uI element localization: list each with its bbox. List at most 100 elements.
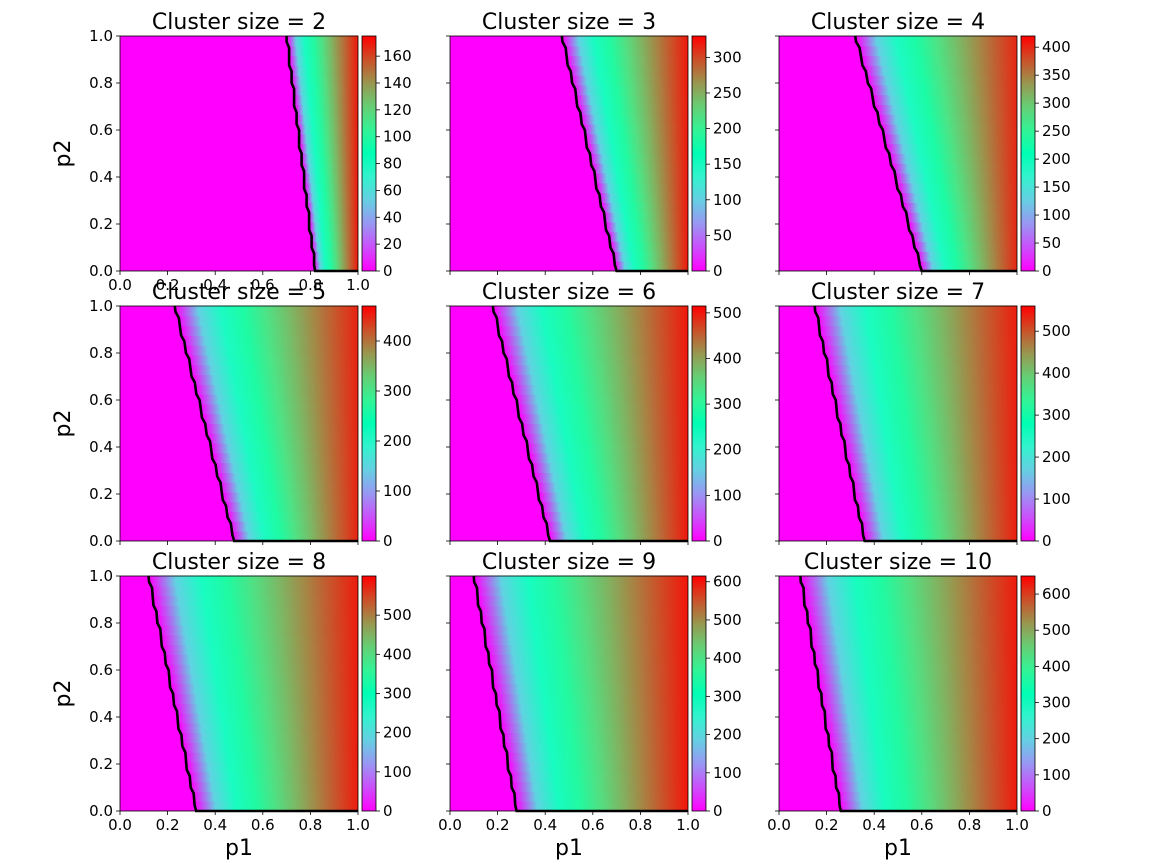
heatmap-strip xyxy=(295,104,358,115)
colorbar-tick-label: 300 xyxy=(713,48,742,66)
heatmap-strip xyxy=(894,172,1017,184)
x-tick-label: 0.0 xyxy=(108,816,132,834)
x-tick-label: 0.4 xyxy=(533,816,557,834)
heatmap-strip xyxy=(903,201,1017,213)
heatmap-strip xyxy=(290,64,358,76)
heatmap-strip xyxy=(192,790,358,802)
heatmap-strip xyxy=(162,644,358,655)
heatmap-strip xyxy=(837,790,1017,802)
heatmap-strip xyxy=(184,751,358,763)
colorbar xyxy=(1020,35,1036,272)
axes-frame xyxy=(778,575,1018,812)
heatmap-strip xyxy=(856,35,1017,47)
heatmap-strip xyxy=(499,712,688,724)
colorbar-tick-label: 100 xyxy=(713,764,742,782)
colorbar-tick-label: 100 xyxy=(1042,766,1071,784)
y-tick-label: 0.4 xyxy=(89,438,113,456)
heatmap-strip xyxy=(829,374,1017,385)
heatmap-strip xyxy=(509,771,688,783)
heatmap-strip xyxy=(306,201,358,213)
heatmap-strip xyxy=(562,35,688,47)
subplot-title: Cluster size = 4 xyxy=(811,10,985,35)
heatmap-strip xyxy=(515,800,688,812)
x-tick-label: 0.2 xyxy=(815,816,839,834)
boundary-line xyxy=(147,575,358,813)
heatmap-strip xyxy=(819,325,1017,336)
heatmap-strip xyxy=(304,182,358,194)
heatmap-strip xyxy=(817,315,1017,327)
heatmap-strip xyxy=(827,732,1017,743)
heatmap-strip xyxy=(583,123,688,135)
boundary-line xyxy=(799,575,1017,813)
colorbar-tick-label: 0 xyxy=(383,802,393,820)
heatmap-strip xyxy=(802,585,1017,597)
heatmap-strip xyxy=(844,442,1017,454)
heatmap-strip xyxy=(495,315,688,327)
heatmap-strip xyxy=(160,634,358,646)
subplot-cluster-3: Cluster size = 3 0 50 100 150 200 250 300 xyxy=(446,10,742,280)
heatmap-strip xyxy=(502,732,688,743)
heatmap-strip xyxy=(500,722,688,734)
colorbar-tick-label: 160 xyxy=(383,47,412,65)
heatmap-strip xyxy=(296,113,358,125)
boundary-line xyxy=(813,305,1017,543)
heatmap-strip xyxy=(488,653,688,665)
y-axis-label: p2 xyxy=(51,140,76,168)
heatmap-strip xyxy=(911,231,1017,243)
colorbar-tick-label: 300 xyxy=(713,395,742,413)
heatmap-strip xyxy=(529,452,688,464)
heatmap-strip xyxy=(166,663,358,675)
heatmap-strip xyxy=(821,334,1017,346)
heatmap-strip xyxy=(220,481,358,493)
colorbar-tick-label: 500 xyxy=(383,606,412,624)
heatmap-strip xyxy=(190,781,358,792)
heatmap-strip xyxy=(180,732,358,743)
x-tick-label: 0.4 xyxy=(862,816,886,834)
heatmap-strip xyxy=(815,663,1017,675)
subplot-title: Cluster size = 7 xyxy=(811,280,985,305)
heatmap-strip xyxy=(601,201,688,213)
heatmap-strip xyxy=(197,393,358,405)
heatmap-strip xyxy=(533,471,688,483)
axes-frame xyxy=(778,35,1018,272)
heatmap-strip xyxy=(614,260,688,272)
heatmap-strip xyxy=(474,575,688,587)
subplot-cluster-2: 0.00.0 0.2 0.2 0.4 0.4 0.6 0.6 0.8 0.8 1.0 1.0 Clus… xyxy=(51,10,412,294)
heatmap-strip xyxy=(492,673,688,685)
heatmap-strip xyxy=(202,413,358,424)
subplot-title: Cluster size = 6 xyxy=(482,280,656,305)
colorbar-tick-label: 150 xyxy=(1042,178,1071,196)
colorbar-tick-label: 400 xyxy=(713,649,742,667)
heatmap-strip xyxy=(309,221,358,233)
heatmap-strip xyxy=(594,172,688,184)
heatmap-strip xyxy=(569,64,688,76)
heatmap-strip xyxy=(858,511,1017,522)
heatmap-strip xyxy=(917,250,1017,262)
y-tick-label: 0.2 xyxy=(89,485,113,503)
colorbar-tick-label: 100 xyxy=(1042,206,1071,224)
axes-frame xyxy=(449,35,689,272)
colorbar-tick-label: 400 xyxy=(1042,38,1071,56)
heatmap-strip xyxy=(493,683,688,694)
heatmap-strip xyxy=(151,585,358,597)
heatmap-strip xyxy=(848,462,1017,473)
heatmap-strip xyxy=(815,305,1017,317)
colorbar-tick-label: 500 xyxy=(713,611,742,629)
heatmap-strip xyxy=(292,84,358,96)
heatmap-strip xyxy=(291,74,358,86)
colorbar-tick-label: 0 xyxy=(713,262,723,280)
heatmap-strip xyxy=(215,462,358,473)
heatmap-strip xyxy=(230,520,358,532)
x-tick-label: 0.6 xyxy=(581,816,605,834)
heatmap-strip xyxy=(311,241,358,252)
axes-frame xyxy=(119,305,359,542)
colorbar-tick-label: 200 xyxy=(1042,448,1071,466)
x-tick-label: 0.2 xyxy=(486,816,510,834)
heatmap-strip xyxy=(564,45,688,57)
colorbar xyxy=(691,35,707,272)
y-tick-label: 0.4 xyxy=(89,708,113,726)
heatmap-strip xyxy=(908,221,1017,233)
heatmap-strip xyxy=(805,604,1017,616)
heatmap-strip xyxy=(484,634,688,646)
heatmap-strip xyxy=(149,575,358,587)
